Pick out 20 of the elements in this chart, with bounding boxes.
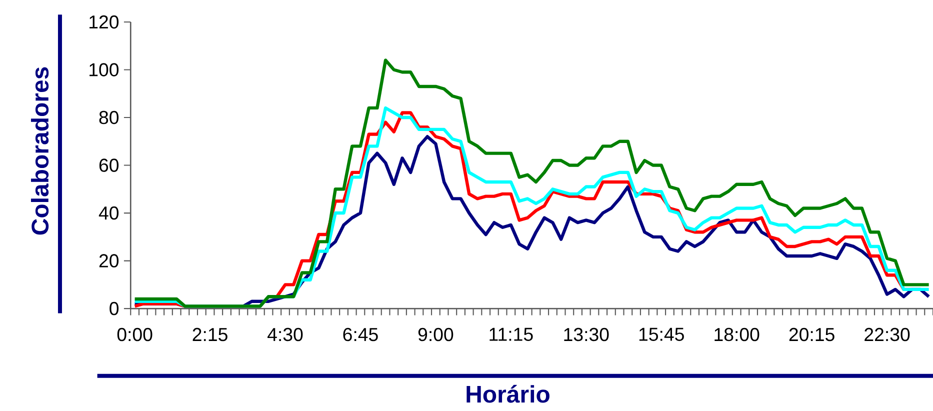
x-tick-label: 18:00	[714, 328, 760, 342]
x-tick-label: 22:30	[864, 328, 910, 342]
x-tick-label: 4:30	[268, 328, 303, 342]
x-tick-label: 0:00	[117, 328, 152, 342]
y-tick-label: 60	[99, 158, 119, 172]
x-tick-label: 6:45	[343, 328, 378, 342]
x-axis-title: Horário	[466, 385, 550, 403]
y-tick-label: 80	[99, 111, 119, 124]
y-tick-label: 40	[98, 206, 119, 220]
x-tick-label: 9:00	[418, 328, 454, 342]
y-tick-label: 120	[90, 16, 119, 29]
x-tick-label: 15:45	[639, 328, 684, 342]
y-tick-label: 20	[99, 254, 119, 268]
x-tick-label: 2:15	[192, 328, 228, 342]
y-axis-title: Colaboradores	[30, 68, 49, 235]
x-tick-label: 20:15	[789, 328, 834, 342]
x-tick-label: 11:15	[490, 328, 533, 342]
x-tick-label: 13:30	[564, 328, 609, 342]
y-tick-label: 100	[90, 63, 119, 77]
y-tick-label: 0	[110, 302, 119, 316]
